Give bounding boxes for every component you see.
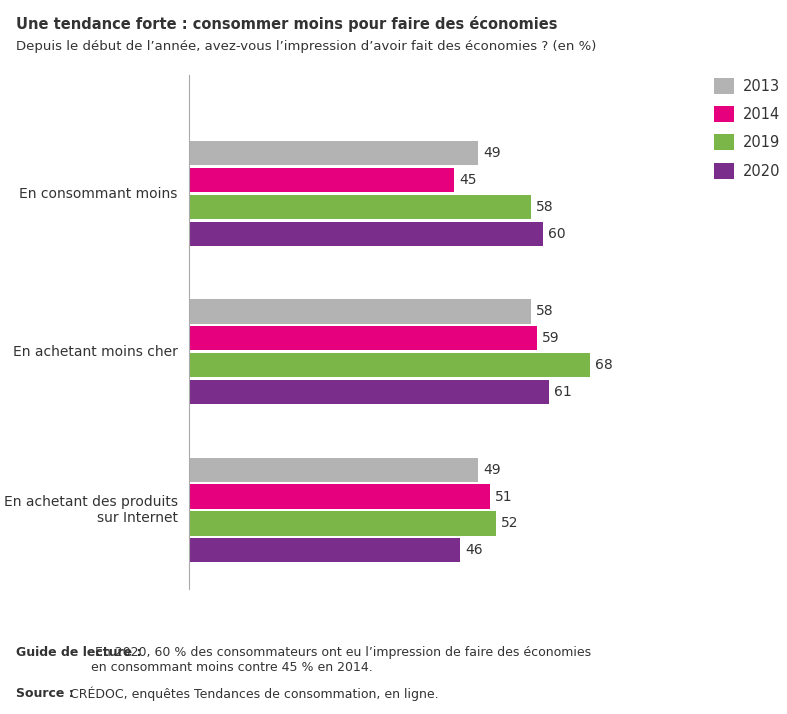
Text: 59: 59 <box>542 331 560 346</box>
Text: 60: 60 <box>548 227 565 241</box>
Text: En 2020, 60 % des consommateurs ont eu l’impression de faire des économies
en co: En 2020, 60 % des consommateurs ont eu l… <box>91 646 591 674</box>
Bar <box>189 484 490 508</box>
Text: CRÉDOC, enquêtes Tendances de consommation, en ligne.: CRÉDOC, enquêtes Tendances de consommati… <box>66 687 438 701</box>
Text: Source :: Source : <box>16 687 73 700</box>
Text: 58: 58 <box>536 304 553 318</box>
Text: 46: 46 <box>465 543 482 558</box>
Text: Depuis le début de l’année, avez-vous l’impression d’avoir fait des économies ? : Depuis le début de l’année, avez-vous l’… <box>16 40 596 53</box>
Bar <box>189 222 543 246</box>
Legend: 2013, 2014, 2019, 2020: 2013, 2014, 2019, 2020 <box>708 72 786 184</box>
Text: Une tendance forte : consommer moins pour faire des économies: Une tendance forte : consommer moins pou… <box>16 16 557 31</box>
Text: 58: 58 <box>536 200 553 214</box>
Text: 49: 49 <box>482 463 501 477</box>
Text: 51: 51 <box>494 490 512 503</box>
Bar <box>189 168 455 192</box>
Text: 52: 52 <box>501 516 518 531</box>
Bar <box>189 195 531 219</box>
Bar <box>189 326 538 351</box>
Bar <box>189 458 478 482</box>
Bar <box>189 353 590 377</box>
Bar <box>189 141 478 166</box>
Bar <box>189 511 496 536</box>
Text: 45: 45 <box>460 174 477 187</box>
Bar <box>189 380 549 404</box>
Text: 68: 68 <box>595 358 613 372</box>
Text: 61: 61 <box>554 385 571 399</box>
Text: Guide de lecture :: Guide de lecture : <box>16 646 141 659</box>
Bar <box>189 538 460 563</box>
Bar <box>189 299 531 323</box>
Text: 49: 49 <box>482 146 501 160</box>
